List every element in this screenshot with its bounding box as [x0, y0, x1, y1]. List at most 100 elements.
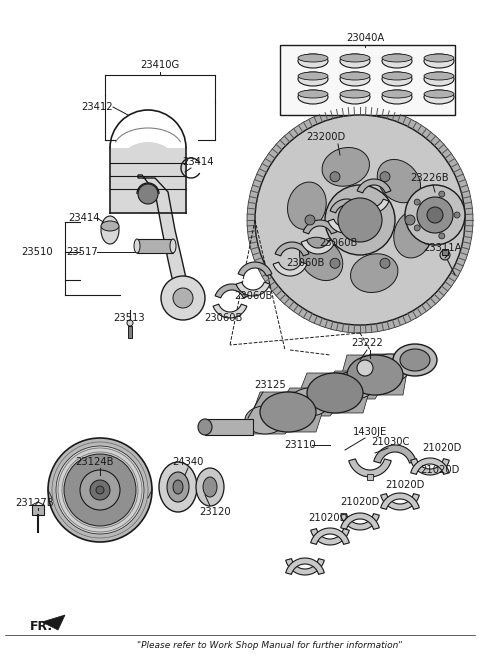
Circle shape: [305, 215, 315, 225]
Ellipse shape: [400, 349, 430, 371]
Ellipse shape: [340, 72, 370, 80]
Polygon shape: [311, 528, 349, 545]
Circle shape: [96, 486, 104, 494]
Polygon shape: [381, 493, 420, 510]
Text: FR.: FR.: [30, 620, 53, 633]
Text: 21020D: 21020D: [420, 465, 460, 475]
Ellipse shape: [101, 216, 119, 244]
Ellipse shape: [198, 419, 212, 435]
Circle shape: [112, 142, 184, 214]
Circle shape: [90, 480, 110, 500]
Ellipse shape: [322, 148, 370, 186]
Ellipse shape: [377, 160, 420, 203]
Text: 23127B: 23127B: [16, 498, 54, 508]
Text: 23124B: 23124B: [76, 457, 114, 467]
Ellipse shape: [340, 54, 370, 68]
Text: 23517: 23517: [66, 247, 98, 257]
Ellipse shape: [173, 480, 183, 494]
Ellipse shape: [298, 54, 328, 68]
Text: 23060B: 23060B: [234, 291, 272, 301]
Ellipse shape: [370, 354, 410, 382]
Bar: [111, 148, 185, 212]
Circle shape: [454, 212, 460, 218]
Ellipse shape: [424, 90, 454, 104]
Text: 21020D: 21020D: [340, 497, 380, 507]
Ellipse shape: [393, 344, 437, 376]
Polygon shape: [42, 615, 65, 630]
Ellipse shape: [347, 355, 403, 395]
Polygon shape: [213, 304, 247, 318]
Bar: [128, 326, 132, 338]
Polygon shape: [307, 371, 375, 413]
Ellipse shape: [424, 72, 454, 86]
Bar: [280, 45, 455, 115]
Polygon shape: [335, 355, 403, 399]
Circle shape: [405, 185, 465, 245]
Text: 23226B: 23226B: [411, 173, 449, 183]
Text: 1430JE: 1430JE: [353, 427, 387, 437]
Ellipse shape: [340, 54, 370, 62]
Ellipse shape: [424, 72, 454, 80]
Polygon shape: [303, 220, 337, 234]
Polygon shape: [238, 262, 272, 276]
Ellipse shape: [298, 72, 328, 86]
Circle shape: [380, 171, 390, 182]
Polygon shape: [328, 219, 362, 233]
Ellipse shape: [307, 373, 363, 413]
Circle shape: [439, 191, 445, 197]
Circle shape: [338, 198, 382, 242]
Ellipse shape: [167, 472, 189, 502]
Ellipse shape: [300, 237, 343, 281]
Ellipse shape: [382, 54, 412, 62]
Circle shape: [439, 233, 445, 239]
Text: 23060B: 23060B: [204, 313, 242, 323]
Ellipse shape: [298, 72, 328, 80]
Circle shape: [414, 199, 420, 205]
Text: 23110: 23110: [284, 440, 316, 450]
Ellipse shape: [335, 371, 375, 399]
Text: 23414: 23414: [68, 213, 100, 223]
Circle shape: [325, 185, 395, 255]
Polygon shape: [138, 175, 192, 296]
Ellipse shape: [101, 221, 119, 231]
Polygon shape: [347, 354, 410, 395]
Circle shape: [440, 250, 450, 260]
Polygon shape: [245, 392, 316, 434]
Circle shape: [127, 320, 133, 326]
Text: "Please refer to Work Shop Manual for further information": "Please refer to Work Shop Manual for fu…: [137, 641, 403, 650]
Circle shape: [427, 207, 443, 223]
Text: 21020D: 21020D: [308, 513, 348, 523]
Polygon shape: [374, 445, 416, 463]
Polygon shape: [411, 458, 449, 474]
Ellipse shape: [260, 392, 316, 432]
Ellipse shape: [382, 72, 412, 80]
Text: 23414: 23414: [182, 157, 214, 167]
Ellipse shape: [424, 54, 454, 62]
Ellipse shape: [196, 468, 224, 506]
Ellipse shape: [382, 54, 412, 68]
Circle shape: [247, 107, 473, 333]
Ellipse shape: [134, 239, 140, 253]
Polygon shape: [311, 529, 349, 545]
Polygon shape: [341, 514, 379, 530]
Circle shape: [56, 446, 144, 534]
Text: 23040A: 23040A: [346, 33, 384, 43]
Ellipse shape: [170, 239, 176, 253]
Circle shape: [380, 258, 390, 268]
Ellipse shape: [159, 462, 197, 512]
Text: 23200D: 23200D: [306, 132, 346, 142]
Circle shape: [80, 470, 120, 510]
Circle shape: [330, 171, 340, 182]
Ellipse shape: [382, 72, 412, 86]
Circle shape: [161, 276, 205, 320]
Text: 23513: 23513: [113, 313, 144, 323]
Ellipse shape: [382, 90, 412, 98]
Polygon shape: [411, 459, 449, 475]
Circle shape: [64, 454, 136, 526]
Polygon shape: [260, 388, 330, 432]
Ellipse shape: [424, 54, 454, 68]
Ellipse shape: [394, 210, 432, 258]
Text: 21020D: 21020D: [422, 443, 462, 453]
Ellipse shape: [350, 254, 398, 292]
Ellipse shape: [298, 54, 328, 62]
